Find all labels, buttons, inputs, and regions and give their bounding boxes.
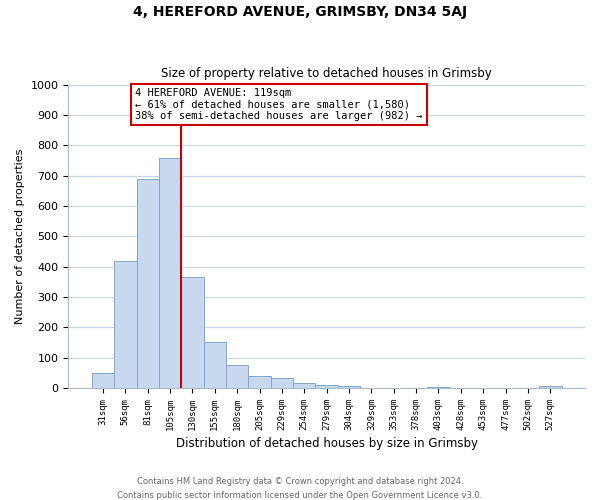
Bar xyxy=(114,260,137,388)
Text: 4, HEREFORD AVENUE, GRIMSBY, DN34 5AJ: 4, HEREFORD AVENUE, GRIMSBY, DN34 5AJ xyxy=(133,5,467,19)
Bar xyxy=(271,378,293,388)
Bar xyxy=(316,385,338,388)
Bar xyxy=(137,179,159,388)
Bar xyxy=(338,386,360,388)
Y-axis label: Number of detached properties: Number of detached properties xyxy=(15,149,25,324)
Bar xyxy=(226,366,248,388)
Bar xyxy=(203,342,226,388)
Text: 4 HEREFORD AVENUE: 119sqm
← 61% of detached houses are smaller (1,580)
38% of se: 4 HEREFORD AVENUE: 119sqm ← 61% of detac… xyxy=(136,88,423,121)
Bar xyxy=(293,382,316,388)
Bar xyxy=(181,278,203,388)
Bar xyxy=(159,158,181,388)
Title: Size of property relative to detached houses in Grimsby: Size of property relative to detached ho… xyxy=(161,66,492,80)
Bar xyxy=(92,373,114,388)
X-axis label: Distribution of detached houses by size in Grimsby: Distribution of detached houses by size … xyxy=(176,437,478,450)
Bar xyxy=(539,386,562,388)
Bar xyxy=(248,376,271,388)
Text: Contains HM Land Registry data © Crown copyright and database right 2024.
Contai: Contains HM Land Registry data © Crown c… xyxy=(118,478,482,500)
Bar xyxy=(427,386,449,388)
